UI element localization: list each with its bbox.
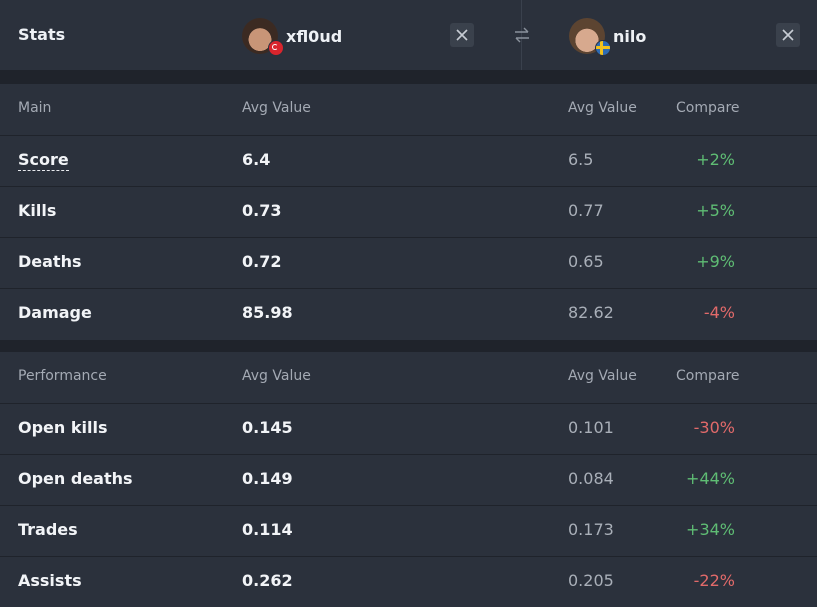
- section-header: Performance Avg Value Avg Value Compare: [0, 352, 817, 404]
- compare-value: +9%: [696, 252, 735, 271]
- player2-value: 6.5: [568, 150, 594, 169]
- section-title: Main: [18, 100, 52, 116]
- player2-value: 0.101: [568, 418, 614, 437]
- stat-row-score: Score 6.4 6.5 +2%: [0, 135, 817, 187]
- stat-label: Open deaths: [18, 469, 133, 488]
- player2-name[interactable]: nilo: [613, 26, 647, 46]
- player2-value: 0.084: [568, 469, 614, 488]
- player1-column-header: Avg Value: [242, 368, 311, 384]
- compare-value: +5%: [696, 201, 735, 220]
- stat-label: Kills: [18, 201, 57, 220]
- remove-player2-button[interactable]: [776, 23, 800, 47]
- stat-label: Trades: [18, 520, 78, 539]
- stats-title: Stats: [18, 25, 66, 44]
- player1-avatar: [242, 18, 284, 56]
- player2-value: 0.173: [568, 520, 614, 539]
- stat-row-deaths: Deaths 0.72 0.65 +9%: [0, 237, 817, 289]
- stat-label[interactable]: Score: [18, 150, 69, 171]
- player1-value: 0.262: [242, 571, 293, 590]
- player1-value: 0.145: [242, 418, 293, 437]
- performance-stats-section: Performance Avg Value Avg Value Compare …: [0, 352, 817, 607]
- sweden-flag-icon: [595, 40, 611, 56]
- player1-value: 0.114: [242, 520, 293, 539]
- close-icon: [456, 29, 468, 41]
- player1-value: 0.149: [242, 469, 293, 488]
- player2-info[interactable]: nilo: [569, 18, 647, 56]
- stat-label: Open kills: [18, 418, 108, 437]
- player2-value: 0.65: [568, 252, 604, 271]
- stat-row-damage: Damage 85.98 82.62 -4%: [0, 288, 817, 339]
- player2-avatar: [569, 18, 611, 56]
- player2-column-header: Avg Value: [568, 368, 637, 384]
- stat-label: Deaths: [18, 252, 82, 271]
- compare-value: -30%: [693, 418, 735, 437]
- compare-value: -22%: [693, 571, 735, 590]
- compare-column-header: Compare: [676, 368, 740, 384]
- stat-row-open-kills: Open kills 0.145 0.101 -30%: [0, 403, 817, 455]
- stat-row-assists: Assists 0.262 0.205 -22%: [0, 556, 817, 607]
- stat-row-trades: Trades 0.114 0.173 +34%: [0, 505, 817, 557]
- compare-value: +34%: [686, 520, 735, 539]
- player1-value: 0.72: [242, 252, 282, 271]
- compare-value: +44%: [686, 469, 735, 488]
- compare-column-header: Compare: [676, 100, 740, 116]
- section-title: Performance: [18, 368, 107, 384]
- player1-info[interactable]: xfl0ud: [242, 18, 343, 56]
- main-stats-section: Main Avg Value Avg Value Compare Score 6…: [0, 84, 817, 340]
- player1-value: 0.73: [242, 201, 282, 220]
- player2-value: 0.77: [568, 201, 604, 220]
- stat-label: Damage: [18, 303, 92, 322]
- player1-value: 85.98: [242, 303, 293, 322]
- stat-row-open-deaths: Open deaths 0.149 0.084 +44%: [0, 454, 817, 506]
- stat-row-kills: Kills 0.73 0.77 +5%: [0, 186, 817, 238]
- close-icon: [782, 29, 794, 41]
- stat-label: Assists: [18, 571, 82, 590]
- player1-value: 6.4: [242, 150, 271, 169]
- header-divider: [521, 0, 522, 70]
- player1-name[interactable]: xfl0ud: [286, 26, 343, 46]
- swap-arrows-icon[interactable]: [512, 26, 532, 44]
- compare-value: +2%: [696, 150, 735, 169]
- player2-column-header: Avg Value: [568, 100, 637, 116]
- turkey-flag-icon: [268, 40, 284, 56]
- stats-header: Stats xfl0ud nilo: [0, 0, 817, 70]
- player1-column-header: Avg Value: [242, 100, 311, 116]
- compare-value: -4%: [703, 303, 735, 322]
- remove-player1-button[interactable]: [450, 23, 474, 47]
- player2-value: 82.62: [568, 303, 614, 322]
- section-header: Main Avg Value Avg Value Compare: [0, 84, 817, 136]
- player2-value: 0.205: [568, 571, 614, 590]
